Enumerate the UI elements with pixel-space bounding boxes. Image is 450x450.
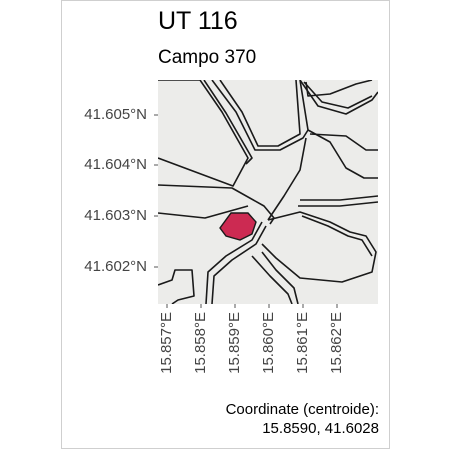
lat-tick-label: 41.602°N [84, 258, 147, 276]
lon-tick-label: 15.857°E [158, 312, 175, 374]
lat-tick-label: 41.603°N [84, 207, 147, 225]
lon-tick-label: 15.859°E [226, 312, 243, 374]
lon-tick-label: 15.858°E [192, 312, 209, 374]
coord-label: Coordinate (centroide): [226, 400, 379, 419]
coord-value: 15.8590, 41.6028 [226, 419, 379, 438]
lon-tick-label: 15.861°E [294, 312, 311, 374]
centroid-coordinates: Coordinate (centroide): 15.8590, 41.6028 [226, 400, 379, 438]
lon-tick-label: 15.860°E [260, 312, 277, 374]
lat-tick-label: 41.604°N [84, 156, 147, 174]
lat-tick-label: 41.605°N [84, 106, 147, 124]
lon-tick-label: 15.862°E [328, 312, 345, 374]
